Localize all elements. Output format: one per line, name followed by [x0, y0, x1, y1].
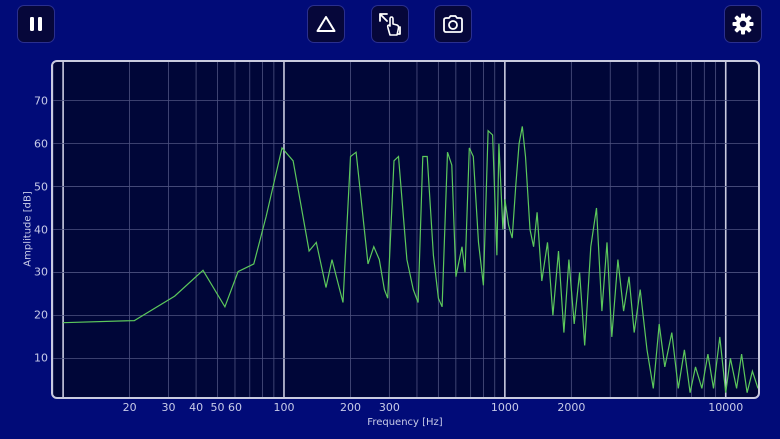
- x-tick-label: 100: [273, 401, 295, 414]
- spectrum-trace: [63, 126, 758, 393]
- y-tick-label: 30: [34, 265, 48, 279]
- y-tick-label: 40: [34, 223, 48, 236]
- y-tick-label: 20: [34, 308, 48, 322]
- y-tick-label: 50: [34, 180, 48, 194]
- horizontal-grid: [53, 100, 758, 359]
- camera-button[interactable]: [434, 5, 472, 43]
- settings-button[interactable]: [724, 5, 762, 43]
- x-tick-label: 1000: [490, 401, 519, 414]
- x-tick-label: 200: [339, 401, 361, 414]
- camera-icon: [443, 15, 463, 33]
- y-tick-label: 70: [34, 94, 48, 108]
- y-tick-label: 10: [34, 351, 48, 365]
- triangle-button[interactable]: [307, 5, 345, 43]
- expand-touch-button[interactable]: [371, 5, 409, 43]
- x-tick-label: 20: [122, 401, 137, 414]
- x-tick-label: 10000: [708, 401, 744, 414]
- x-tick-label: 300: [378, 401, 400, 414]
- pause-icon: [30, 17, 42, 31]
- x-tick-label: 50: [210, 401, 225, 414]
- y-tick-label: 60: [34, 137, 48, 151]
- y-axis-label: Amplitude [dB]: [22, 191, 34, 267]
- spectrum-plot-area[interactable]: [51, 60, 760, 399]
- pause-button[interactable]: [17, 5, 55, 43]
- x-tick-label: 40: [189, 401, 204, 414]
- x-tick-label: 30: [161, 401, 176, 414]
- gear-icon: [732, 13, 754, 35]
- x-axis-label: Frequency [Hz]: [367, 417, 443, 428]
- expand-touch-icon: [379, 13, 401, 36]
- spectrum-chart: [53, 62, 758, 397]
- triangle-icon: [316, 16, 336, 32]
- x-tick-label: 2000: [557, 401, 586, 414]
- x-tick-label: 60: [227, 401, 242, 414]
